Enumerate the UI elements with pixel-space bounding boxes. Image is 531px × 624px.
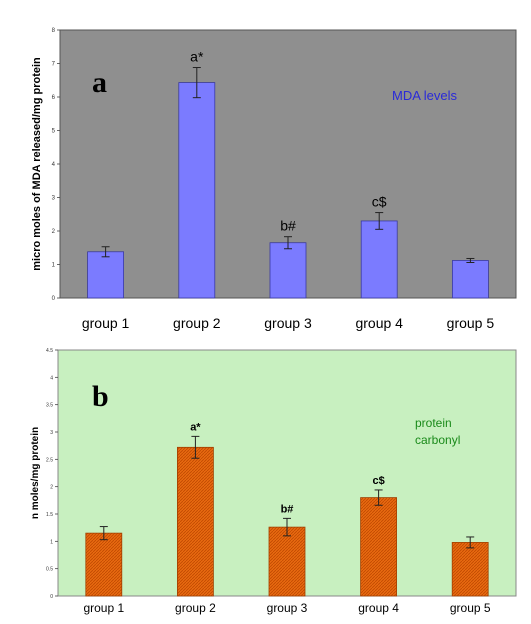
- y-tick-label: 0.5: [46, 567, 53, 573]
- category-label: group 4: [355, 315, 403, 331]
- bar-group-2: [178, 82, 216, 299]
- y-tick-label: 1: [50, 539, 53, 545]
- category-label: group 1: [82, 315, 130, 331]
- error-bar: [101, 246, 110, 258]
- panel-a: a MDA levels micro moles of MDA released…: [31, 28, 517, 331]
- bar-group-3: [268, 526, 306, 597]
- error-bar: [99, 526, 108, 541]
- error-bar: [375, 212, 384, 230]
- category-label: group 4: [358, 601, 399, 615]
- significance-label: b#: [280, 218, 296, 234]
- bar-group-5: [451, 542, 489, 597]
- y-tick-label: 3.5: [46, 403, 53, 409]
- y-tick-label: 1: [52, 263, 56, 269]
- category-label: group 5: [450, 601, 491, 615]
- error-bar: [466, 257, 475, 263]
- panel-a-y-ticks: 0 1 2 3 4 5 6 7 8: [52, 28, 60, 302]
- panel-a-y-axis-label: micro moles of MDA released/mg protein: [31, 57, 43, 271]
- y-tick-label: 4: [52, 162, 56, 168]
- error-bar: [284, 236, 292, 250]
- error-bar: [192, 67, 201, 99]
- y-tick-label: 2.5: [46, 457, 53, 463]
- y-tick-label: 2: [50, 485, 53, 491]
- significance-label: b#: [281, 503, 294, 515]
- panel-b-legend-line-2: carbonyl: [415, 433, 460, 447]
- panel-b-category-labels: group 1 group 2 group 3 group 4 group 5: [83, 601, 490, 615]
- significance-label: a*: [190, 421, 201, 433]
- y-tick-label: 3: [52, 196, 56, 202]
- significance-label: c$: [372, 475, 384, 487]
- category-label: group 3: [264, 315, 312, 331]
- bar-group-1: [87, 251, 124, 299]
- panel-b-error-bars: [99, 435, 475, 549]
- category-label: group 5: [447, 315, 495, 331]
- panel-a-error-bars: [101, 67, 475, 263]
- panel-a-legend-text: MDA levels: [392, 88, 458, 103]
- category-label: group 1: [83, 601, 124, 615]
- bar-group-2: [176, 446, 214, 597]
- panel-a-category-labels: group 1 group 2 group 3 group 4 group 5: [82, 315, 494, 331]
- y-tick-label: 4: [50, 375, 53, 381]
- panel-b-letter: b: [92, 380, 109, 413]
- panel-a-bars: [87, 82, 489, 299]
- error-bar: [374, 489, 383, 506]
- panel-b-legend-line-1: protein: [415, 416, 452, 430]
- significance-label: a*: [190, 49, 204, 65]
- panel-b-bars: [85, 446, 489, 597]
- bar-group-1: [85, 532, 123, 597]
- panel-b-y-axis-label: n moles/mg protein: [30, 427, 41, 519]
- panel-a-annotations: a* b# c$: [190, 49, 387, 234]
- significance-label: c$: [372, 194, 387, 210]
- category-label: group 3: [267, 601, 308, 615]
- error-bar: [191, 435, 200, 459]
- bar-group-4: [360, 220, 398, 299]
- panel-b-annotations: a* b# c$: [190, 421, 385, 515]
- bar-group-4: [360, 497, 398, 597]
- panel-a-letter: a: [92, 66, 107, 99]
- category-label: group 2: [173, 315, 221, 331]
- y-tick-label: 4.5: [46, 348, 53, 354]
- error-bar: [466, 536, 475, 549]
- y-tick-label: 0: [50, 594, 53, 600]
- category-label: group 2: [175, 601, 216, 615]
- y-tick-label: 0: [52, 296, 56, 302]
- panel-b: b protein carbonyl n moles/mg protein 00…: [30, 348, 517, 615]
- y-tick-label: 6: [52, 95, 56, 101]
- y-tick-label: 2: [52, 229, 56, 235]
- y-tick-label: 8: [52, 28, 56, 34]
- bar-group-5: [451, 260, 489, 299]
- y-tick-label: 3: [50, 430, 53, 436]
- bar-group-3: [269, 242, 307, 299]
- panel-b-y-ticks: 0 0.5 1 1.5 2 2.5 3 3.5 4 4.5: [46, 348, 58, 600]
- y-tick-label: 1.5: [46, 512, 53, 518]
- y-tick-label: 5: [52, 129, 56, 135]
- error-bar: [283, 517, 291, 537]
- y-tick-label: 7: [52, 62, 56, 68]
